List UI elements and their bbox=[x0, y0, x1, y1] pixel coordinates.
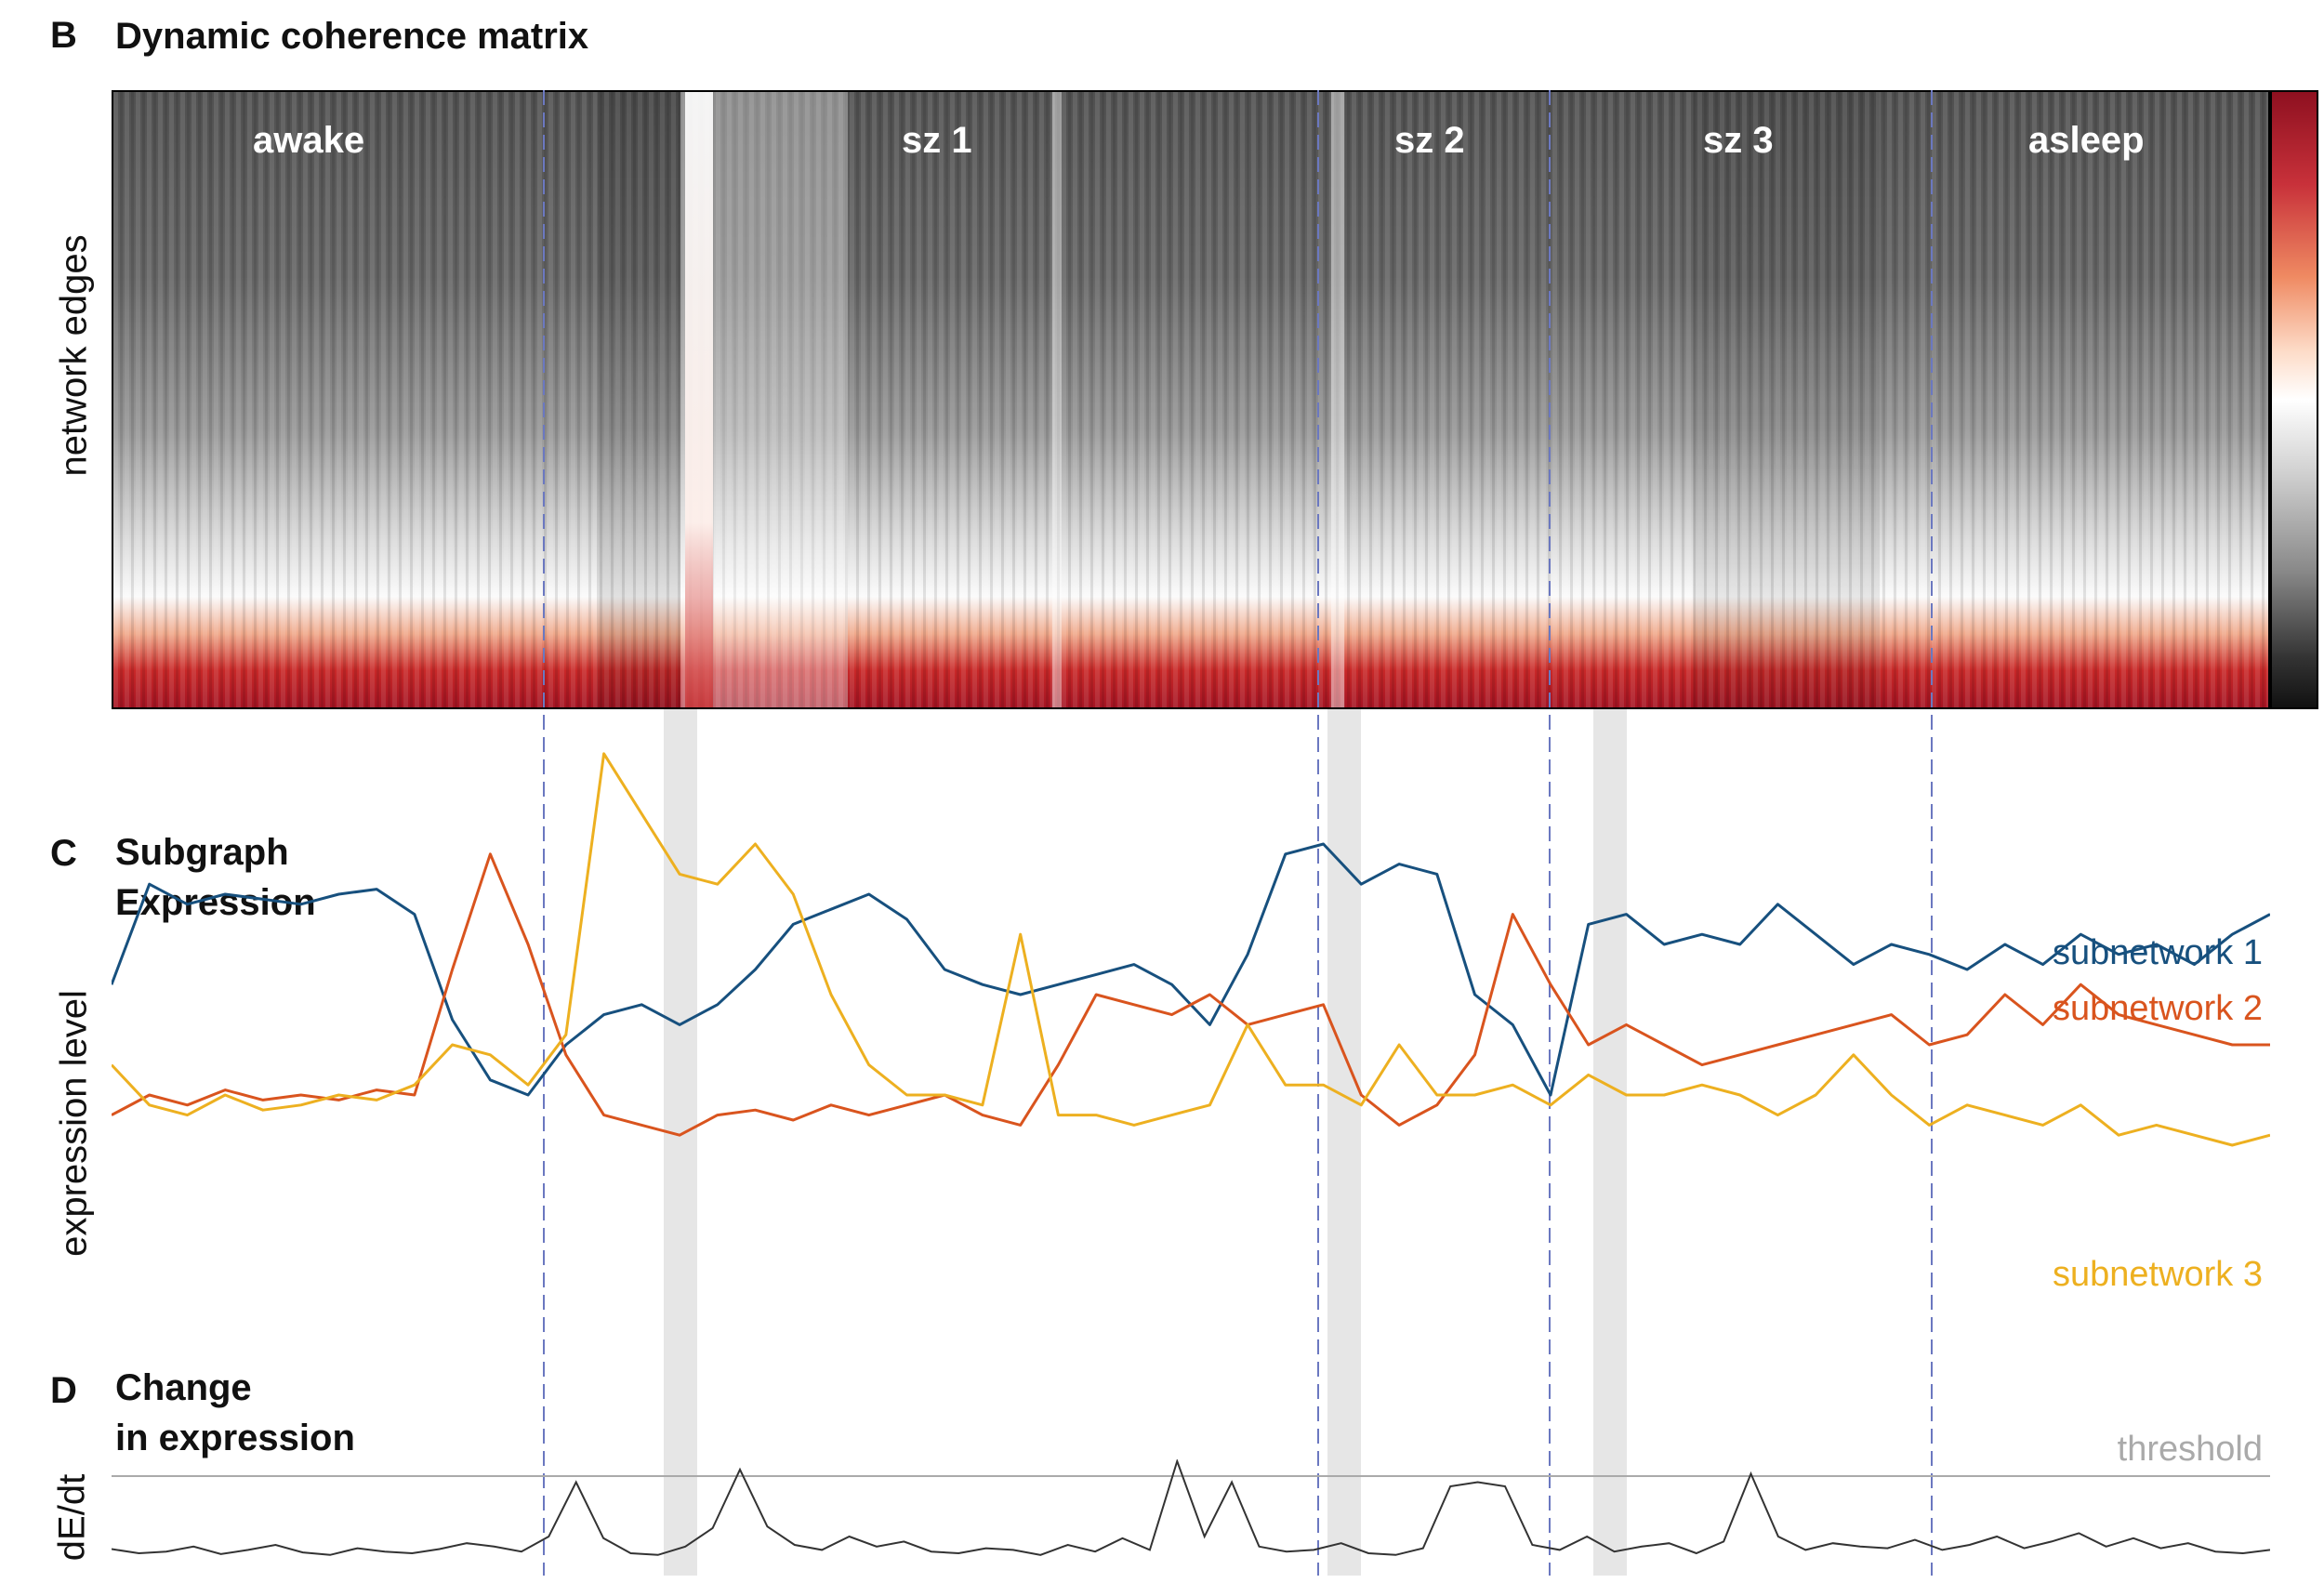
sz1-core-band bbox=[685, 92, 713, 707]
panel-b-letter: B bbox=[50, 15, 77, 56]
panel-d-letter: D bbox=[50, 1370, 77, 1411]
expression-chart bbox=[112, 752, 2270, 1147]
derivative-chart bbox=[112, 1459, 2270, 1556]
series-line-1 bbox=[112, 842, 2270, 1097]
state-label-asleep: asleep bbox=[2028, 120, 2145, 161]
series-line-2 bbox=[112, 852, 2270, 1137]
transition-highlight-band bbox=[1593, 709, 1627, 1576]
coherence-heatmap: awake sz 1 sz 2 sz 3 asleep bbox=[112, 90, 2270, 709]
panel-d-title-line2: in expression bbox=[115, 1418, 355, 1458]
threshold-label: threshold bbox=[2117, 1430, 2263, 1469]
colorbar bbox=[2270, 90, 2318, 709]
legend-subnetwork-1: subnetwork 1 bbox=[2052, 933, 2263, 972]
dEdt-line bbox=[112, 1459, 2270, 1556]
panel-c-ylabel: expression level bbox=[53, 990, 95, 1257]
legend-subnetwork-3: subnetwork 3 bbox=[2052, 1255, 2263, 1294]
panel-c-title-line1: Subgraph bbox=[115, 832, 289, 873]
heatmap-texture bbox=[113, 92, 2268, 707]
transition-highlight-band bbox=[664, 709, 697, 1576]
state-label-sz3: sz 3 bbox=[1703, 120, 1774, 161]
state-label-sz2: sz 2 bbox=[1394, 120, 1465, 161]
panel-b-title: Dynamic coherence matrix bbox=[115, 16, 589, 57]
series-line-3 bbox=[112, 752, 2270, 1147]
panel-d-ylabel: dE/dt bbox=[51, 1473, 93, 1562]
legend-subnetwork-2: subnetwork 2 bbox=[2052, 989, 2263, 1028]
state-label-awake: awake bbox=[253, 120, 365, 161]
panel-c-letter: C bbox=[50, 833, 77, 874]
panel-d-title-line1: Change bbox=[115, 1367, 252, 1408]
state-label-sz1: sz 1 bbox=[902, 120, 972, 161]
